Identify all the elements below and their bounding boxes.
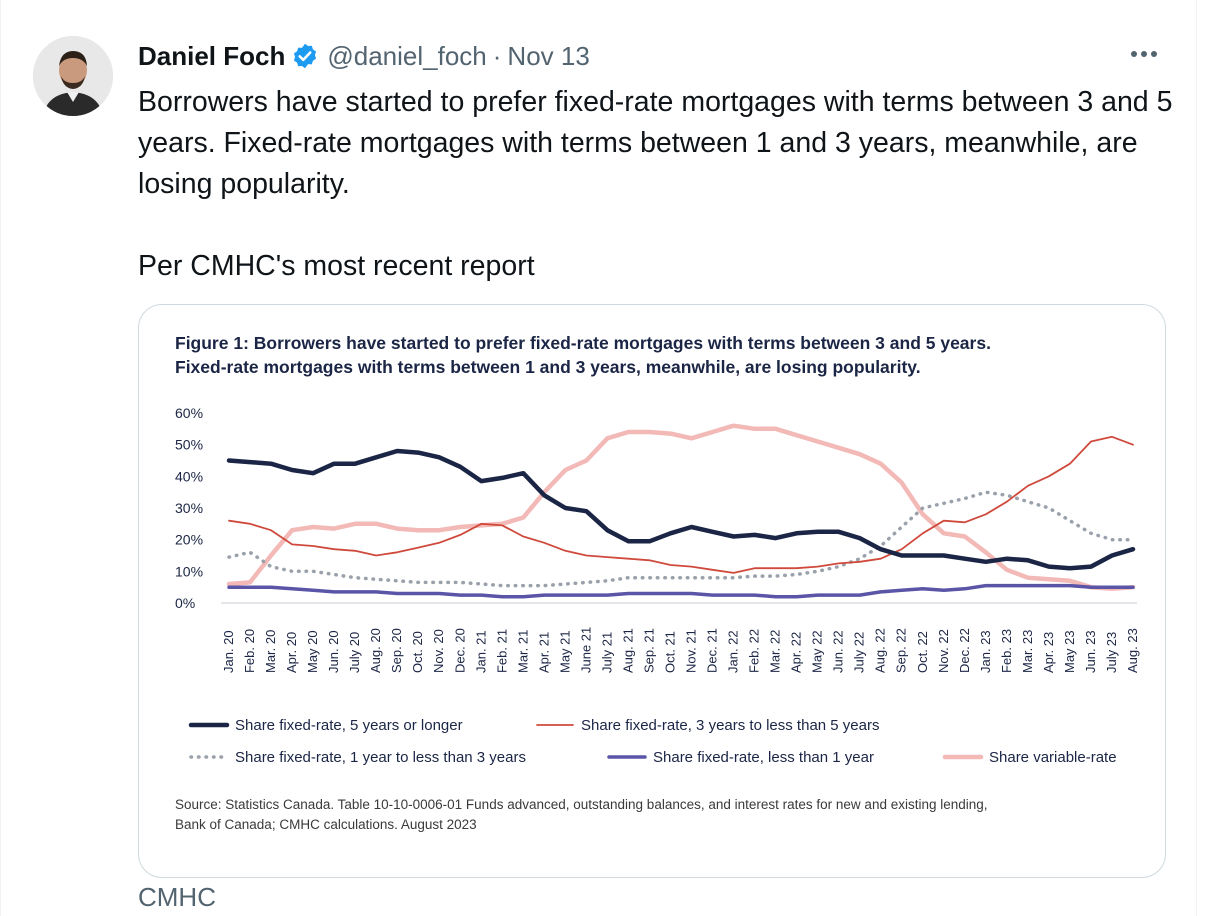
legend-label: Share fixed-rate, 1 year to less than 3 … [235, 749, 526, 766]
x-tick-label: Jan. 22 [726, 630, 741, 673]
x-tick-label: Jan. 20 [221, 630, 236, 673]
x-tick-label: July 20 [347, 632, 362, 673]
x-tick-label: Aug. 20 [368, 628, 383, 673]
x-tick-label: Feb. 22 [747, 629, 762, 673]
x-tick-label: Apr. 23 [1041, 632, 1056, 673]
series-line-1 [226, 448, 1136, 571]
x-tick-label: Feb. 20 [242, 629, 257, 673]
plot-lines [226, 423, 1136, 599]
x-tick-label: Jan. 23 [978, 630, 993, 673]
x-tick-label: Oct. 20 [410, 631, 425, 673]
x-tick-label: May 23 [1062, 630, 1077, 673]
x-tick-label: Mar. 20 [263, 630, 278, 673]
verified-badge-icon [291, 42, 319, 70]
y-tick-label: 40% [175, 468, 203, 484]
timeline-border-left [0, 0, 1, 916]
series-line-4 [227, 583, 1135, 599]
y-tick-label: 60% [175, 405, 203, 421]
x-tick-label: Dec. 20 [452, 628, 467, 673]
x-tick-label: Jun. 22 [831, 630, 846, 673]
y-tick-label: 10% [175, 563, 203, 579]
chart-source-line-2: Bank of Canada; CMHC calculations. Augus… [175, 817, 477, 832]
x-tick-label: May 21 [557, 630, 572, 673]
x-tick-label: Nov. 21 [684, 629, 699, 673]
series-line-2 [228, 435, 1134, 574]
avatar[interactable] [33, 36, 113, 116]
y-tick-label: 20% [175, 532, 203, 548]
x-tick-label: May 20 [305, 630, 320, 673]
x-tick-label: Oct. 21 [662, 631, 677, 673]
header-separator: · [492, 40, 502, 71]
y-tick-label: 30% [175, 500, 203, 516]
media-card[interactable]: Figure 1: Borrowers have started to pref… [138, 304, 1166, 878]
x-tick-label: Jun. 20 [326, 630, 341, 673]
more-options-icon[interactable] [1126, 38, 1166, 70]
x-tick-label: Aug. 22 [873, 628, 888, 673]
tweet-text: Borrowers have started to prefer fixed-r… [138, 82, 1178, 287]
x-tick-label: Mar. 22 [768, 630, 783, 673]
legend-label: Share fixed-rate, 5 years or longer [235, 717, 463, 734]
x-tick-label: Sep. 21 [641, 628, 656, 673]
y-axis: 0% 10% 20% 30% 40% 50% 60% [175, 405, 1137, 611]
x-tick-label: Mar. 23 [1020, 630, 1035, 673]
x-tick-label: Mar. 21 [515, 630, 530, 673]
legend-label: Share fixed-rate, 3 years to less than 5… [581, 717, 879, 734]
tweet-text-paragraph-1: Borrowers have started to prefer fixed-r… [138, 86, 1173, 200]
legend-label: Share fixed-rate, less than 1 year [653, 749, 874, 766]
x-tick-label: Jun. 23 [1083, 630, 1098, 673]
legend-label: Share variable-rate [989, 749, 1117, 766]
x-tick-label: June 21 [578, 627, 593, 673]
y-tick-label: 50% [175, 437, 203, 453]
y-tick-label: 0% [175, 595, 195, 611]
tweet-text-paragraph-2: Per CMHC's most recent report [138, 250, 535, 282]
author-handle[interactable]: @daniel_foch [327, 40, 487, 71]
x-tick-label: July 22 [852, 632, 867, 673]
card-source-label[interactable]: CMHC [138, 882, 216, 912]
x-tick-label: July 21 [599, 632, 614, 673]
author-name[interactable]: Daniel Foch [138, 40, 286, 71]
x-tick-label: Apr. 22 [789, 632, 804, 673]
chart-source-line-1: Source: Statistics Canada. Table 10-10-0… [175, 797, 988, 812]
x-tick-label: Aug. 21 [620, 628, 635, 673]
tweet-date[interactable]: Nov 13 [507, 40, 590, 71]
x-tick-label: Sep. 22 [894, 628, 909, 673]
x-tick-label: July 23 [1104, 632, 1119, 673]
x-tick-label: Apr. 20 [284, 632, 299, 673]
chart-title-line-1: Figure 1: Borrowers have started to pref… [175, 333, 991, 353]
x-tick-label: Feb. 23 [999, 629, 1014, 673]
chart-title-line-2: Fixed-rate mortgages with terms between … [175, 357, 921, 377]
x-tick-label: Oct. 22 [915, 631, 930, 673]
tweet-header: Daniel Foch @daniel_foch · Nov 13 [138, 38, 590, 74]
x-tick-label: Aug. 23 [1125, 628, 1140, 673]
mortgage-share-chart: Figure 1: Borrowers have started to pref… [175, 333, 1140, 832]
x-tick-label: Jan. 21 [473, 630, 488, 673]
x-tick-label: Dec. 22 [957, 628, 972, 673]
x-tick-label: Feb. 21 [494, 629, 509, 673]
series-line-3 [227, 490, 1135, 588]
x-tick-label: Sep. 20 [389, 628, 404, 673]
x-tick-label: Apr. 21 [536, 632, 551, 673]
timeline-border-right [1196, 0, 1197, 916]
series-line-5 [226, 423, 1136, 592]
x-tick-label: May 22 [810, 630, 825, 673]
x-tick-label: Nov. 22 [936, 629, 951, 673]
avatar-photo [33, 36, 113, 116]
x-tick-label: Dec. 21 [705, 628, 720, 673]
x-axis-labels: Jan. 20 Feb. 20 Mar. 20 Apr. 20 May 20 Jun. 2… [221, 627, 1140, 673]
x-tick-label: Nov. 20 [431, 629, 446, 673]
chart-legend: Share fixed-rate, 5 years or longer Share… [188, 717, 1117, 766]
